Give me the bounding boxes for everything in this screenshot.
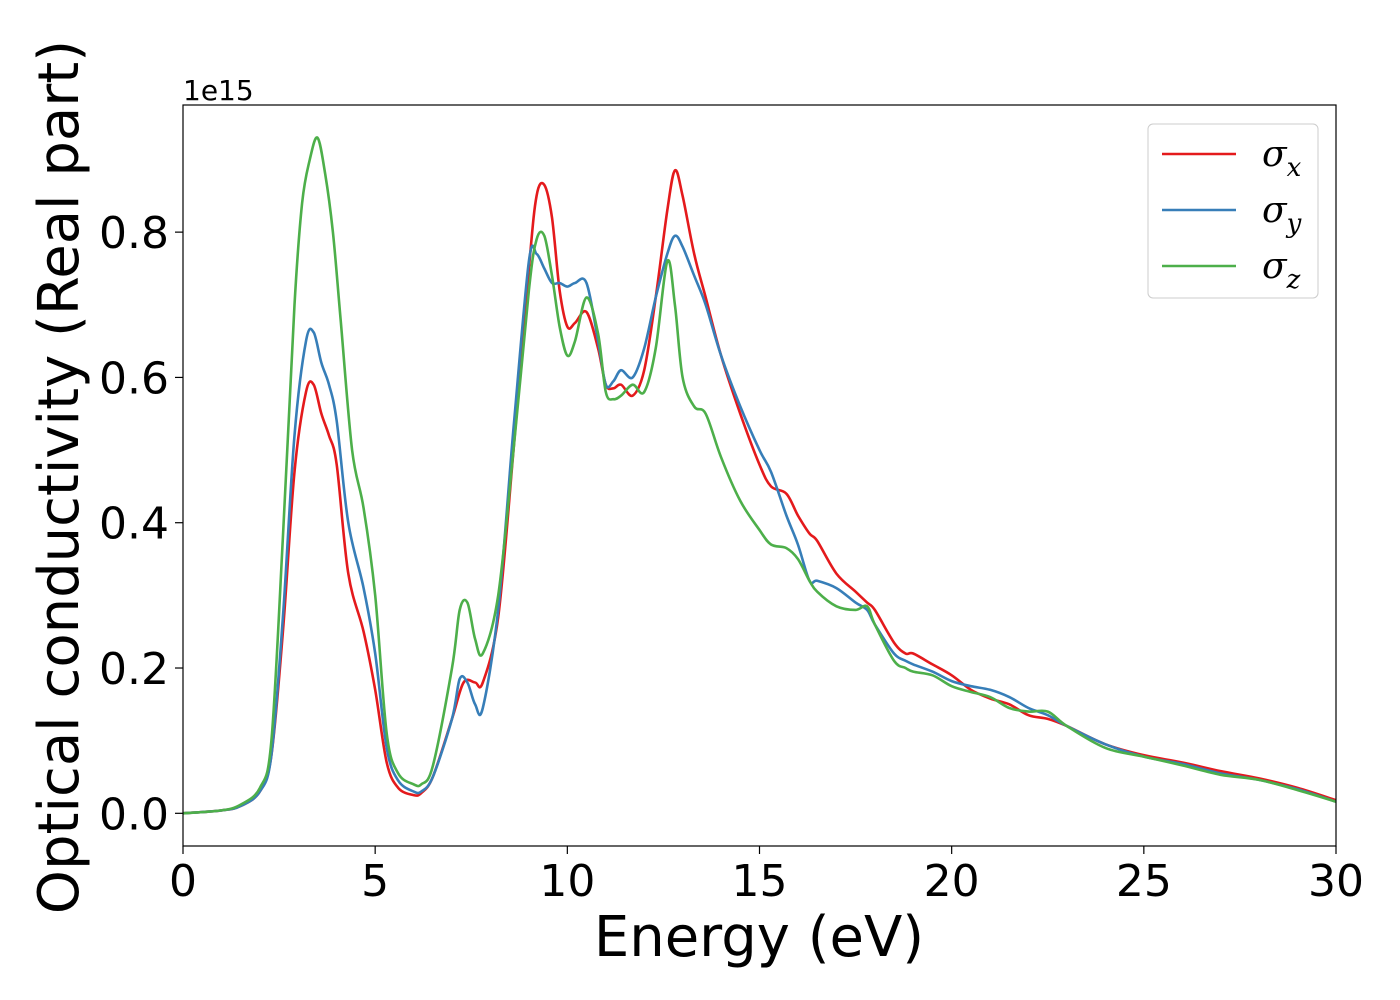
x-tick-label: 20 [924,856,980,907]
y-tick-label: 0.0 [99,789,169,840]
legend-label-x: σx [1262,134,1302,183]
y-tick-label: 0.4 [99,499,169,550]
series-layer [183,136,1336,815]
x-tick-label: 30 [1308,856,1364,907]
series-line-x [183,168,1336,815]
x-axis-label: Energy (eV) [594,905,924,970]
x-tick-label: 15 [732,856,788,907]
x-tick-label: 10 [539,856,595,907]
x-axis: 0 5 10 15 20 25 30 [169,846,1364,907]
legend-label-z: σz [1262,246,1301,295]
x-tick-label: 0 [169,856,197,907]
y-tick-label: 0.2 [99,644,169,695]
y-axis-label: Optical conductivity (Real part) [27,40,92,914]
x-tick-label: 25 [1116,856,1172,907]
series-line-y [183,234,1336,815]
y-axis: 0.0 0.2 0.4 0.6 0.8 [99,208,183,840]
series-line-z [183,136,1336,815]
y-tick-label: 0.8 [99,208,169,259]
legend: σx σy σz [1147,123,1319,299]
legend-label-y: σy [1262,190,1302,239]
y-offset-text: 1e15 [183,74,254,107]
y-tick-label: 0.6 [99,353,169,404]
x-tick-label: 5 [361,856,389,907]
